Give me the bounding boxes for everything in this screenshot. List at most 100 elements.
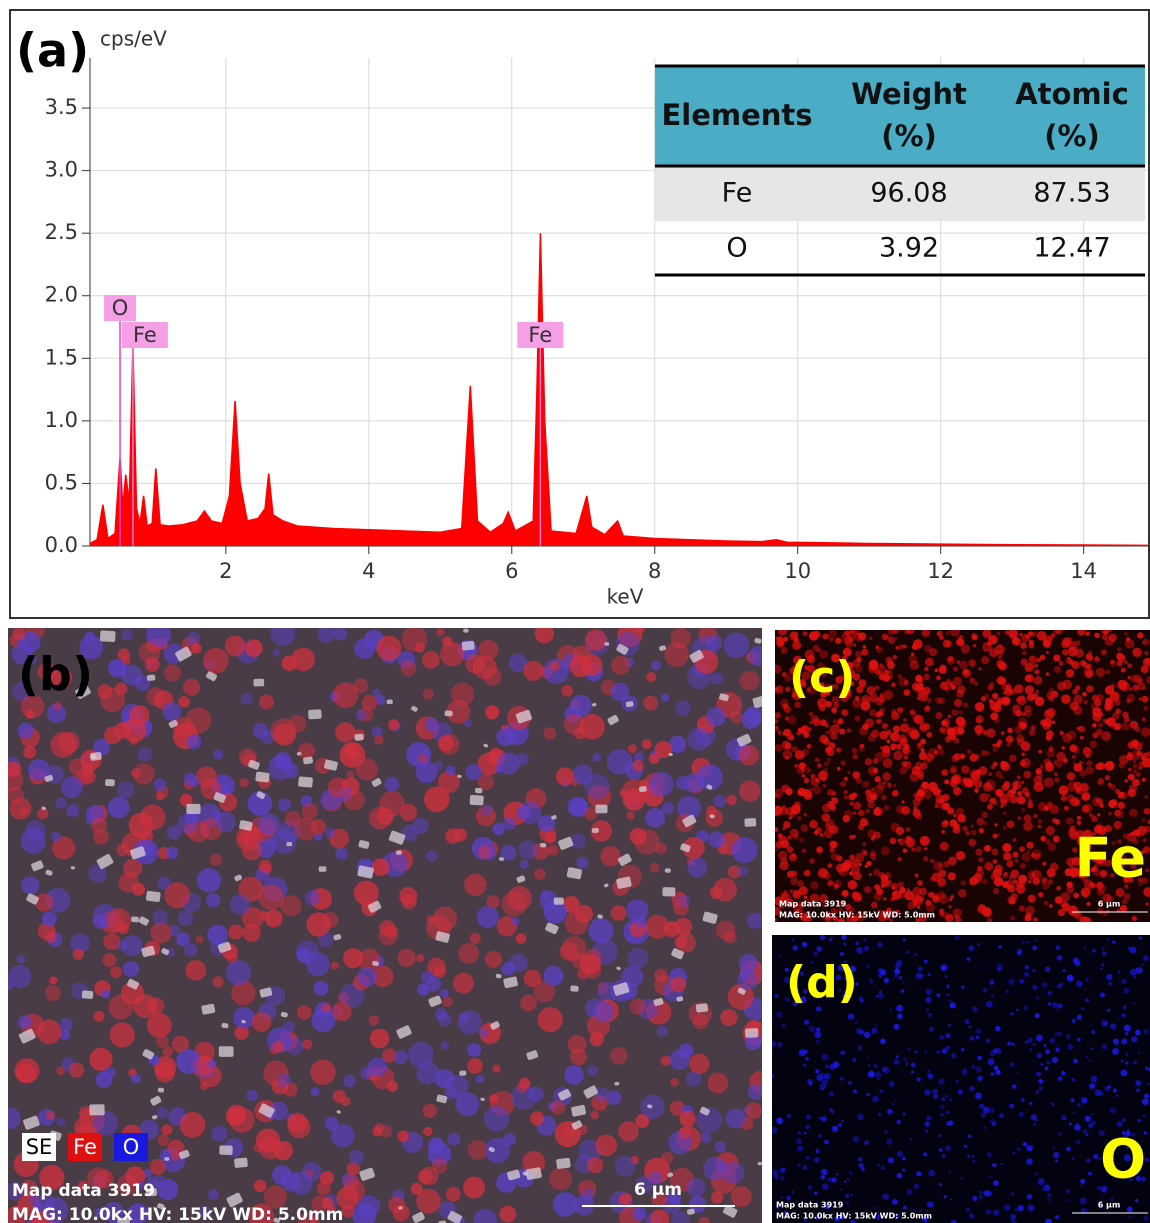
grain (475, 788, 483, 794)
map-spot (687, 1178, 706, 1197)
map-spot (370, 1029, 390, 1049)
map-spot (797, 1146, 803, 1152)
map-spot (1133, 1002, 1136, 1005)
map-spot (825, 731, 828, 734)
map-spot (272, 1041, 284, 1053)
map-spot (800, 824, 808, 832)
map-spot (774, 687, 778, 691)
map-spot (1108, 982, 1112, 986)
map-spot (1051, 1102, 1054, 1105)
map-spot (916, 1077, 921, 1082)
map-spot (925, 1121, 930, 1126)
map-spot (1142, 1098, 1149, 1105)
map-spot (852, 892, 859, 899)
map-spot (662, 802, 674, 814)
map-spot (388, 1196, 405, 1213)
map-spot (861, 649, 868, 656)
map-spot (711, 1191, 723, 1203)
map-spot (1072, 1158, 1074, 1160)
map-spot (739, 780, 760, 801)
table-header: (%) (881, 119, 937, 153)
legend-entry: SE (26, 1135, 53, 1159)
map-spot (804, 870, 811, 877)
map-spot (799, 1049, 806, 1056)
map-spot (986, 751, 990, 755)
map-spot (773, 665, 782, 674)
map-spot (1033, 814, 1037, 818)
map-spot (893, 655, 897, 659)
map-spot (925, 658, 934, 667)
map-spot (1069, 637, 1073, 641)
map-spot (979, 1191, 983, 1195)
x-tick-label: 14 (1070, 559, 1097, 583)
map-spot (585, 774, 610, 799)
map-spot (972, 1065, 975, 1068)
map-spot (45, 985, 61, 1001)
map-spot (983, 966, 986, 969)
map-spot (1005, 630, 1009, 634)
map-spot (866, 861, 872, 867)
map-spot (1028, 656, 1036, 664)
map-spot (1076, 787, 1083, 794)
map-spot (1107, 1009, 1110, 1012)
map-spot (611, 683, 629, 701)
map-spot (901, 806, 910, 815)
map-spot (1126, 699, 1130, 703)
map-spot (1077, 1015, 1082, 1020)
map-spot (1026, 674, 1034, 682)
map-spot (882, 745, 890, 753)
map-spot (1021, 1098, 1025, 1102)
map-spot (820, 935, 825, 940)
map-spot (861, 684, 866, 689)
map-spot (877, 942, 882, 947)
map-spot (282, 656, 297, 671)
map-spot (815, 1149, 819, 1153)
map-spot (153, 910, 168, 925)
map-spot (60, 1018, 73, 1031)
map-spot (822, 1183, 829, 1190)
map-spot (1124, 893, 1130, 899)
map-spot (1053, 836, 1060, 843)
map-spot (585, 629, 607, 651)
map-spot (968, 1134, 972, 1138)
map-spot (878, 1113, 881, 1116)
map-spot (969, 945, 975, 951)
map-spot (715, 1141, 727, 1153)
map-spot (1060, 983, 1063, 986)
map-spot (970, 754, 978, 762)
map-spot (343, 1180, 365, 1202)
grain (164, 1157, 169, 1161)
map-spot (849, 871, 854, 876)
map-spot (1142, 718, 1146, 722)
map-spot (938, 749, 945, 756)
map-spot (878, 993, 884, 999)
map-spot (915, 675, 922, 682)
map-spot (849, 638, 853, 642)
map-spot (907, 902, 914, 909)
map-spot (961, 765, 970, 774)
map-spot (406, 742, 431, 767)
map-spot (1136, 772, 1141, 777)
map-spot (1063, 969, 1066, 972)
map-spot (791, 805, 801, 815)
map-spot (778, 851, 787, 860)
map-spot (1033, 1123, 1036, 1126)
map-spot (242, 840, 262, 860)
map-spot (822, 777, 827, 782)
map-spot (986, 863, 993, 870)
map-spot (807, 1185, 812, 1190)
map-spot (928, 1073, 934, 1079)
map-spot (423, 1127, 432, 1136)
map-spot (971, 829, 977, 835)
map-spot (924, 960, 928, 964)
map-spot (1088, 651, 1092, 655)
map-spot (774, 812, 779, 817)
map-spot (816, 1028, 820, 1032)
map-spot (1021, 753, 1024, 756)
map-spot (1010, 916, 1015, 921)
map-spot (1028, 1205, 1035, 1212)
map-spot (661, 1152, 673, 1164)
map-spot (435, 1069, 454, 1088)
peak-label: Fe (528, 323, 552, 347)
map-spot (964, 778, 973, 787)
